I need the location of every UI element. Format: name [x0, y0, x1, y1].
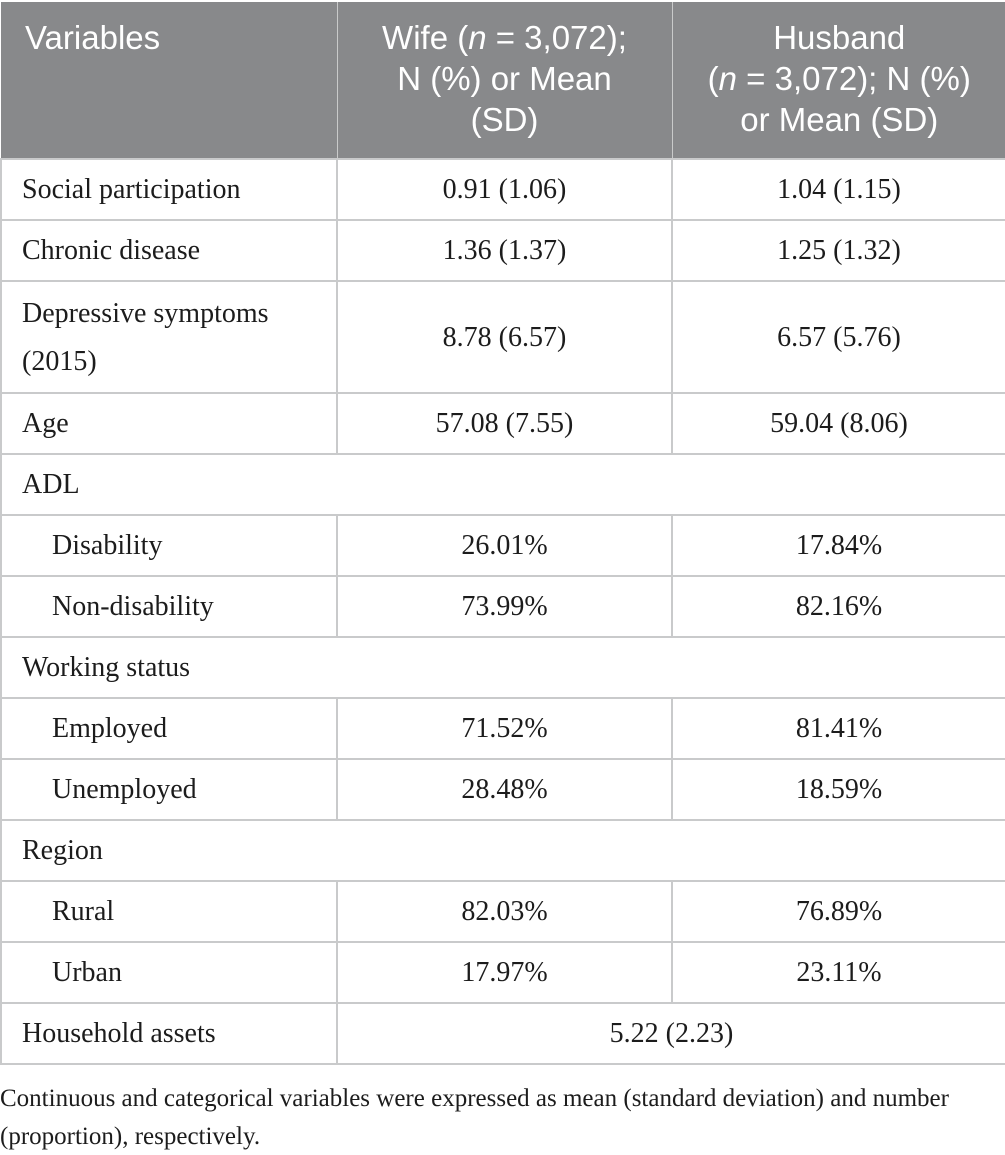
table-row-disability: Disability 26.01% 17.84% [0, 514, 1005, 577]
husband-value: 17.84% [671, 514, 1005, 577]
wife-value: 17.97% [336, 941, 673, 1004]
table-row-social-participation: Social participation 0.91 (1.06) 1.04 (1… [0, 158, 1005, 221]
row-label: Urban [0, 941, 338, 1004]
header-variables: Variables [1, 2, 337, 159]
row-label-line1: Depressive symptoms [22, 297, 269, 329]
row-label: Employed [0, 697, 338, 760]
header-husband-prefix: Husband ( [707, 19, 906, 97]
husband-value: 6.57 (5.76) [671, 280, 1005, 394]
wife-value: 0.91 (1.06) [336, 158, 673, 221]
row-label-line2: (2015) [22, 345, 97, 377]
row-label: Chronic disease [0, 219, 338, 282]
descriptive-statistics-table: Variables Wife (n = 3,072); N (%) or Mea… [0, 2, 1005, 1065]
husband-value: 1.04 (1.15) [671, 158, 1005, 221]
header-wife-prefix: Wife ( [382, 19, 469, 56]
table-row-household-assets: Household assets 5.22 (2.23) [0, 1002, 1005, 1065]
header-row: Variables Wife (n = 3,072); N (%) or Mea… [1, 2, 1005, 159]
table-row-employed: Employed 71.52% 81.41% [0, 697, 1005, 760]
header-husband-italic-n: n [718, 59, 737, 97]
wife-value: 71.52% [336, 697, 673, 760]
section-label: Region [0, 819, 1005, 882]
table-row-urban: Urban 17.97% 23.11% [0, 941, 1005, 1004]
section-row-region: Region [0, 819, 1005, 882]
table-row-unemployed: Unemployed 28.48% 18.59% [0, 758, 1005, 821]
husband-value: 76.89% [671, 880, 1005, 943]
header-wife-suffix: = 3,072); N (%) or Mean (SD) [397, 19, 627, 138]
wife-value: 57.08 (7.55) [336, 392, 673, 455]
wife-value: 1.36 (1.37) [336, 219, 673, 282]
row-label: Non-disability [0, 575, 338, 638]
row-label: Rural [0, 880, 338, 943]
husband-value: 81.41% [671, 697, 1005, 760]
section-label: Working status [0, 636, 1005, 699]
table-row-age: Age 57.08 (7.55) 59.04 (8.06) [0, 392, 1005, 455]
header-wife: Wife (n = 3,072); N (%) or Mean (SD) [336, 2, 672, 159]
header-wife-italic-n: n [468, 19, 487, 56]
table-row-non-disability: Non-disability 73.99% 82.16% [0, 575, 1005, 638]
row-label: Age [0, 392, 338, 455]
table-row-rural: Rural 82.03% 76.89% [0, 880, 1005, 943]
wife-value: 26.01% [336, 514, 673, 577]
wife-value: 28.48% [336, 758, 673, 821]
header-husband-suffix: = 3,072); N (%) or Mean (SD) [740, 59, 971, 138]
table-row-chronic-disease: Chronic disease 1.36 (1.37) 1.25 (1.32) [0, 219, 1005, 282]
section-label: ADL [0, 453, 1005, 516]
section-row-adl: ADL [0, 453, 1005, 516]
header-husband: Husband (n = 3,072); N (%) or Mean (SD) [671, 2, 1005, 159]
row-label: Social participation [0, 158, 338, 221]
table-row-depressive-symptoms: Depressive symptoms (2015) 8.78 (6.57) 6.… [0, 280, 1005, 394]
husband-value: 1.25 (1.32) [671, 219, 1005, 282]
section-row-working-status: Working status [0, 636, 1005, 699]
husband-value: 59.04 (8.06) [671, 392, 1005, 455]
row-label: Unemployed [0, 758, 338, 821]
wife-value: 73.99% [336, 575, 673, 638]
wife-value: 82.03% [336, 880, 673, 943]
table-footnote: Continuous and categorical variables wer… [0, 1085, 949, 1150]
husband-value: 82.16% [671, 575, 1005, 638]
husband-value: 23.11% [671, 941, 1005, 1004]
row-label: Household assets [0, 1002, 338, 1065]
wife-value: 8.78 (6.57) [336, 280, 673, 394]
row-label: Depressive symptoms (2015) [0, 280, 338, 394]
merged-value: 5.22 (2.23) [336, 1002, 1005, 1065]
husband-value: 18.59% [671, 758, 1005, 821]
row-label: Disability [0, 514, 338, 577]
